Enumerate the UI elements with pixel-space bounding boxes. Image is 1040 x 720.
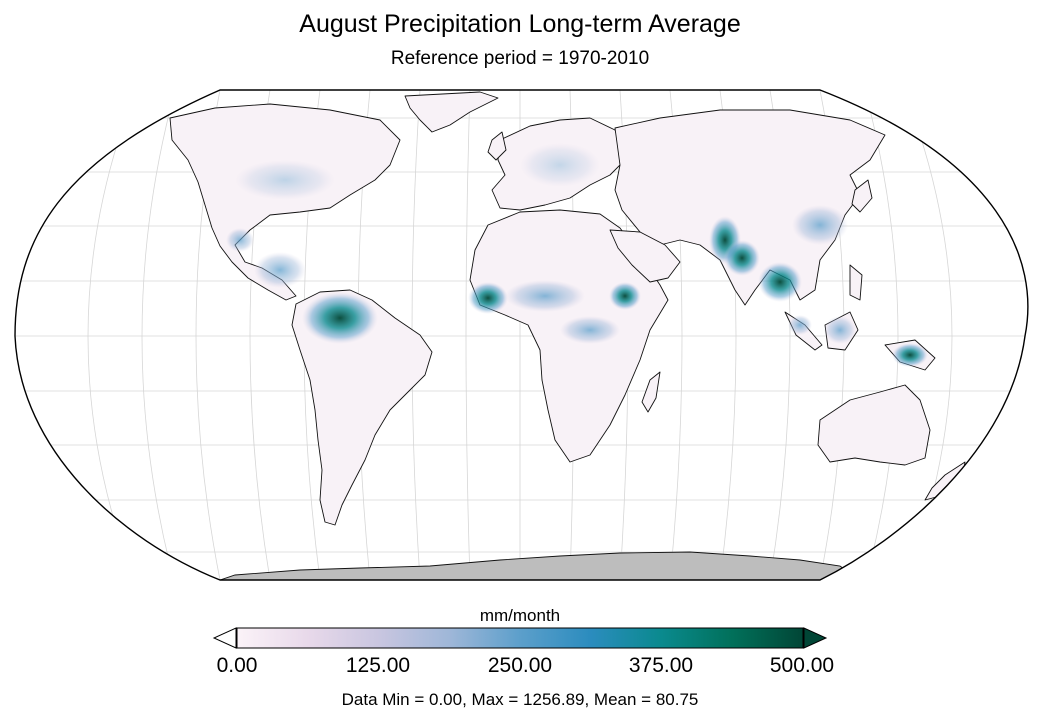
- madagascar: [641, 371, 661, 413]
- colorbar-bar: [236, 627, 804, 649]
- arabia: [609, 229, 681, 283]
- colorbar-extend-max: [803, 627, 828, 649]
- colorbar-tick: 0.00: [216, 654, 258, 677]
- greenland: [404, 91, 499, 133]
- australia: [817, 384, 931, 466]
- british-isles: [487, 131, 507, 161]
- data-stats: Data Min = 0.00, Max = 1256.89, Mean = 8…: [341, 690, 699, 709]
- map-subtitle: Reference period = 1970-2010: [390, 48, 650, 69]
- colorbar-tick: 500.00: [769, 654, 835, 677]
- precipitation-field: [226, 143, 928, 367]
- colorbar-units: mm/month: [479, 606, 561, 625]
- north-america: [169, 103, 401, 301]
- colorbar: [212, 627, 828, 649]
- map-border: [14, 89, 1029, 581]
- colorbar-tick: 125.00: [345, 654, 411, 677]
- colorbar-extend-min: [212, 627, 237, 649]
- map-title: August Precipitation Long-term Average: [299, 10, 741, 38]
- colorbar-tick: 375.00: [628, 654, 694, 677]
- japan: [851, 179, 873, 213]
- colorbar-tick: 250.00: [487, 654, 553, 677]
- south-america: [291, 289, 433, 526]
- philippines: [849, 264, 863, 301]
